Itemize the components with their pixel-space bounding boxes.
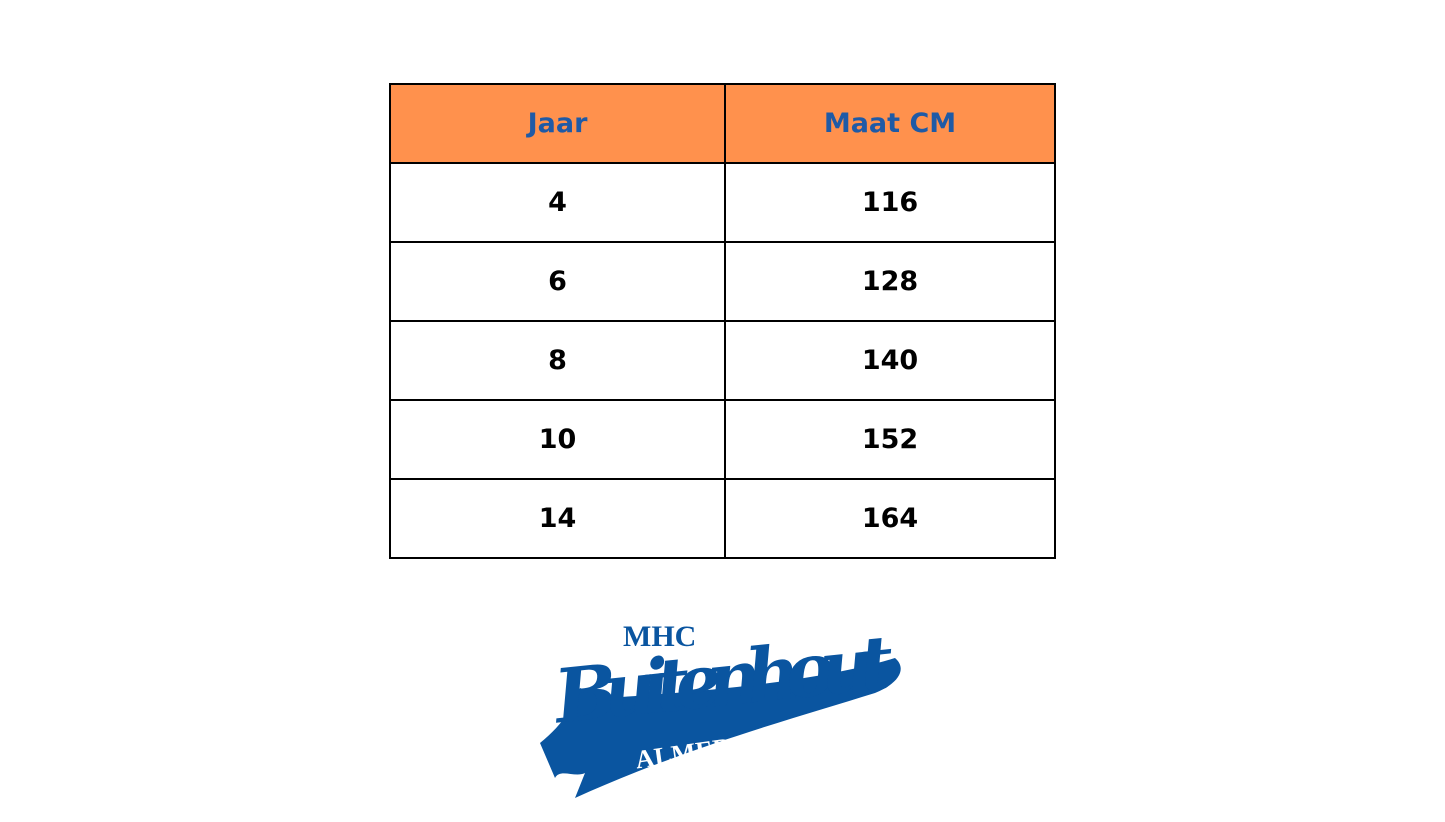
cell-maat: 152 [724,399,1056,480]
cell-maat: 164 [724,478,1056,559]
table-row: 14 164 [389,478,1056,559]
cell-maat: 128 [724,241,1056,322]
header-maat-cm: Maat CM [724,83,1056,164]
size-table: Jaar Maat CM 4 116 6 128 8 140 10 152 14 164 [389,83,1056,559]
cell-jaar: 10 [389,399,726,480]
logo-swoosh [540,658,901,798]
cell-maat: 116 [724,162,1056,243]
cell-jaar: 6 [389,241,726,322]
cell-maat: 140 [724,320,1056,401]
table-row: 4 116 [389,162,1056,243]
club-logo: MHC Buitenhout ALMERE [540,619,901,798]
table-row: 10 152 [389,399,1056,480]
table-row: 6 128 [389,241,1056,322]
logo-main-text: Buitenhout [549,619,898,740]
logo-top-text: MHC [623,620,696,653]
table-row: 8 140 [389,320,1056,401]
cell-jaar: 8 [389,320,726,401]
header-jaar: Jaar [389,83,726,164]
table-header-row: Jaar Maat CM [389,83,1056,164]
cell-jaar: 14 [389,478,726,559]
cell-jaar: 4 [389,162,726,243]
